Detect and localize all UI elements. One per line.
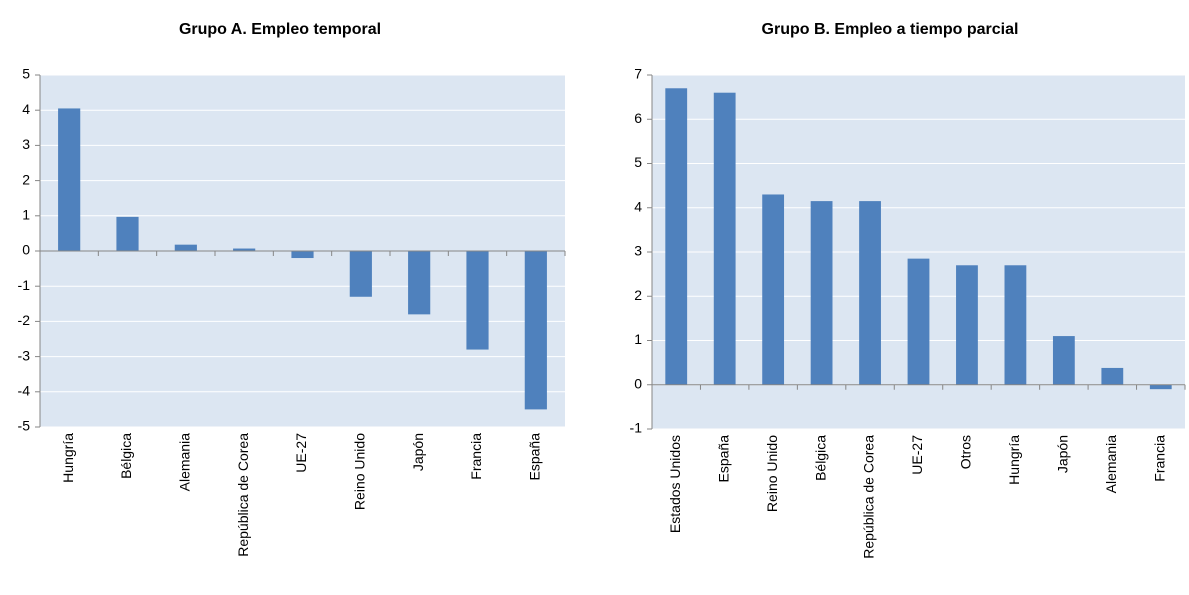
x-tick-label: Estados Unidos (667, 435, 683, 533)
x-tick-label: Reino Unido (764, 435, 780, 512)
x-tick-label: Bélgica (812, 435, 828, 481)
x-tick-label: Hungría (1006, 435, 1022, 485)
bar (58, 108, 81, 251)
y-tick-label: -1 (18, 277, 31, 293)
bar (907, 258, 930, 385)
bar (233, 248, 256, 251)
y-tick-label: 3 (22, 136, 30, 152)
bar (859, 201, 881, 385)
x-tick-label: Reino Unido (352, 433, 368, 510)
x-tick-label: Francia (1151, 435, 1167, 482)
bar (1149, 384, 1172, 390)
x-tick-label: Alemania (177, 433, 193, 492)
bar (116, 216, 139, 251)
x-tick-label: Francia (468, 433, 484, 480)
y-tick-label: -2 (18, 312, 31, 328)
y-tick-label: -4 (18, 383, 31, 399)
x-tick-label: Otros (958, 435, 974, 469)
y-tick-label: 7 (634, 66, 642, 82)
bar (713, 92, 736, 385)
bar (408, 251, 431, 315)
bar (810, 201, 833, 385)
bar (1101, 367, 1124, 385)
x-tick-label: España (527, 433, 543, 481)
bar (762, 194, 785, 385)
x-tick-label: España (715, 435, 731, 483)
x-tick-label: Bélgica (118, 433, 134, 479)
y-tick-label: 0 (634, 375, 642, 391)
bar (174, 244, 197, 251)
y-tick-label: 6 (634, 110, 642, 126)
bar (466, 251, 489, 350)
x-tick-label: República de Corea (235, 433, 251, 557)
bar (1004, 265, 1027, 385)
y-tick-label: 1 (22, 207, 30, 223)
bar (524, 251, 547, 410)
chart-title: Grupo B. Empleo a tiempo parcial (762, 21, 1019, 38)
x-tick-label: Japón (410, 433, 426, 471)
bar (956, 265, 978, 385)
y-tick-label: 5 (634, 154, 642, 170)
chart-title: Grupo A. Empleo temporal (179, 21, 381, 38)
y-tick-label: 2 (634, 287, 642, 303)
bar (1052, 336, 1075, 385)
x-tick-label: Alemania (1103, 435, 1119, 494)
y-tick-label: -5 (18, 418, 31, 434)
x-tick-label: Japón (1055, 435, 1071, 473)
y-tick-label: 2 (22, 171, 30, 187)
y-tick-label: 0 (22, 242, 30, 258)
y-tick-label: 4 (634, 198, 642, 214)
y-tick-label: 1 (634, 331, 642, 347)
bar (349, 251, 372, 297)
y-tick-label: -3 (18, 347, 31, 363)
x-tick-label: República de Corea (861, 435, 877, 559)
y-tick-label: -1 (630, 420, 643, 436)
x-tick-label: Hungría (60, 433, 76, 483)
x-tick-label: UE-27 (909, 435, 925, 475)
y-tick-label: 5 (22, 66, 30, 82)
y-tick-label: 3 (634, 243, 642, 259)
bar (291, 251, 314, 259)
x-tick-label: UE-27 (293, 433, 309, 473)
bar (665, 88, 688, 385)
y-tick-label: 4 (22, 101, 30, 117)
